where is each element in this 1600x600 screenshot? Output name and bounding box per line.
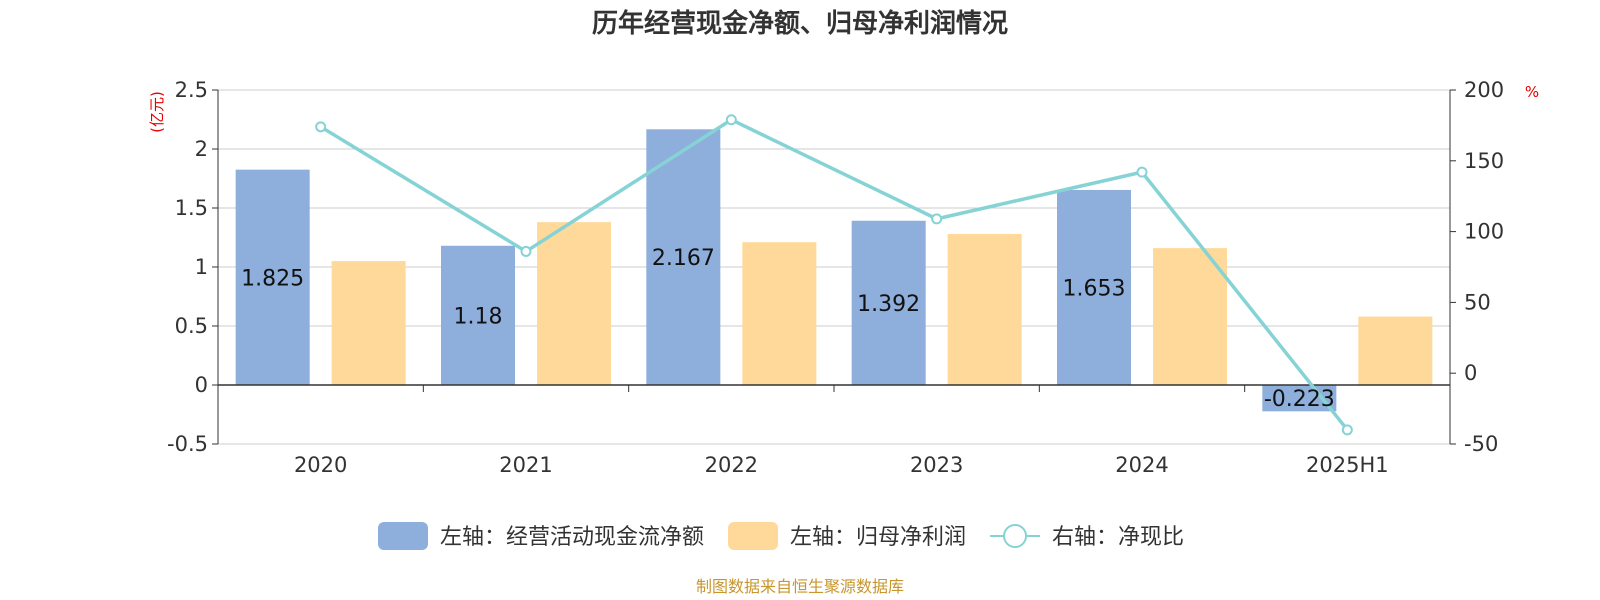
bar-value-label: 2.167 bbox=[652, 246, 715, 271]
right-tick-label: 50 bbox=[1464, 290, 1491, 314]
bars bbox=[235, 129, 1433, 412]
category-label: 2025H1 bbox=[1306, 453, 1389, 477]
bar-value-label: 1.392 bbox=[857, 292, 920, 317]
right-tick-label: 0 bbox=[1464, 361, 1477, 385]
axes: -0.5 0 0.5 1 1.5 2 2.5 -50 0 50 100 150 200 2020 2021 2… bbox=[167, 78, 1504, 477]
ratio-point bbox=[1136, 166, 1148, 178]
left-tick-label: 0.5 bbox=[175, 314, 208, 338]
left-axis-unit: (亿元) bbox=[148, 91, 166, 133]
category-label: 2021 bbox=[499, 453, 552, 477]
category-label: 2022 bbox=[705, 453, 758, 477]
left-tick-label: -0.5 bbox=[167, 432, 208, 456]
bar-value-label: -0.223 bbox=[1264, 387, 1335, 412]
left-tick-label: 2.5 bbox=[175, 78, 208, 102]
bar-labels: 1.825 1.18 2.167 1.392 1.653 -0.223 bbox=[241, 246, 1335, 412]
legend-item: 左轴：经营活动现金流净额 bbox=[378, 522, 704, 550]
legend-swatch bbox=[378, 522, 428, 550]
ratio-line-path bbox=[319, 117, 1349, 431]
chart-title: 历年经营现金净额、归母净利润情况 bbox=[592, 8, 1008, 39]
right-tick-label: 200 bbox=[1464, 78, 1504, 102]
left-tick-label: 1.5 bbox=[175, 196, 208, 220]
bar-netprofit bbox=[1153, 248, 1227, 385]
right-tick-label: 150 bbox=[1464, 149, 1504, 173]
bar-netprofit bbox=[1358, 316, 1433, 385]
ratio-point bbox=[520, 245, 532, 257]
left-tick-label: 2 bbox=[195, 137, 208, 161]
legend-label: 左轴：经营活动现金流净额 bbox=[440, 525, 704, 550]
legend-label: 左轴：归母净利润 bbox=[790, 525, 966, 550]
bar-netprofit bbox=[331, 261, 406, 385]
ratio-point bbox=[1341, 424, 1353, 436]
category-label: 2020 bbox=[294, 453, 347, 477]
bar-value-label: 1.653 bbox=[1063, 276, 1126, 301]
legend-item: 右轴：净现比 bbox=[990, 524, 1184, 550]
ratio-point bbox=[931, 213, 943, 225]
legend: 左轴：经营活动现金流净额 左轴：归母净利润 右轴：净现比 bbox=[378, 522, 1184, 550]
category-label: 2023 bbox=[910, 453, 963, 477]
bar-value-label: 1.18 bbox=[454, 304, 503, 329]
category-label: 2024 bbox=[1115, 453, 1168, 477]
bar-cashflow bbox=[235, 169, 310, 385]
right-tick-label: -50 bbox=[1464, 432, 1498, 456]
legend-label: 右轴：净现比 bbox=[1052, 525, 1184, 550]
bar-cashflow bbox=[441, 245, 515, 385]
legend-item: 左轴：归母净利润 bbox=[728, 522, 966, 550]
bar-value-label: 1.825 bbox=[241, 266, 304, 291]
bar-cashflow bbox=[851, 220, 926, 385]
bar-netprofit bbox=[947, 233, 1022, 385]
ratio-point bbox=[315, 121, 327, 133]
left-tick-label: 1 bbox=[195, 255, 208, 279]
bar-netprofit bbox=[742, 242, 817, 385]
left-tick-label: 0 bbox=[195, 373, 208, 397]
right-tick-label: 100 bbox=[1464, 220, 1504, 244]
bar-cashflow bbox=[646, 129, 721, 385]
ratio-line bbox=[315, 114, 1353, 436]
legend-marker bbox=[1003, 524, 1028, 548]
source-note: 制图数据来自恒生聚源数据库 bbox=[696, 577, 904, 596]
legend-swatch bbox=[728, 522, 779, 550]
bar-netprofit bbox=[537, 222, 611, 385]
ratio-point bbox=[725, 114, 737, 126]
right-axis-unit: % bbox=[1525, 83, 1539, 101]
bar-cashflow bbox=[1057, 189, 1131, 385]
